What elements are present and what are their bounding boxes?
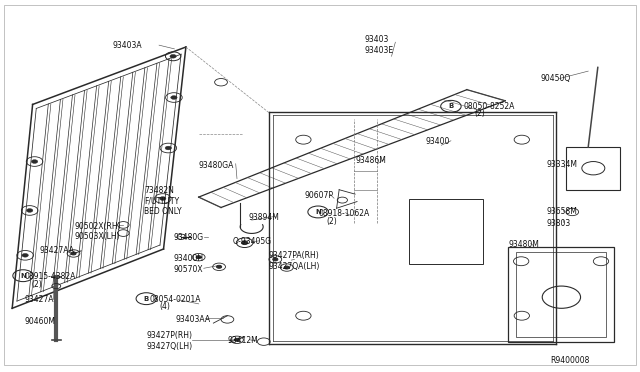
Circle shape [216,265,221,268]
Circle shape [71,252,76,255]
Text: 93403AA: 93403AA [175,315,210,324]
Text: 93403
93403E: 93403 93403E [365,35,394,55]
Text: 93427P(RH)
93427Q(LH): 93427P(RH) 93427Q(LH) [147,331,193,351]
Text: 90460M: 90460M [25,317,56,326]
Circle shape [196,256,201,259]
Text: 93480G: 93480G [173,233,204,243]
Text: 93427AA: 93427AA [39,246,74,255]
Text: (2): (2) [31,280,42,289]
Text: 90502X(RH): 90502X(RH) [74,222,121,231]
Circle shape [165,146,172,150]
Text: B: B [143,296,149,302]
Text: (2): (2) [326,217,337,226]
Text: 93480GA: 93480GA [198,161,234,170]
Text: 08054-0201A: 08054-0201A [150,295,201,304]
Text: 90607P: 90607P [305,191,333,200]
Bar [516,251,606,337]
Circle shape [171,96,177,99]
Text: 93480M: 93480M [508,240,540,249]
Bar [410,199,483,264]
Text: 90450Q: 90450Q [540,74,571,83]
Text: N: N [20,273,26,279]
Text: 93658M: 93658M [547,208,577,217]
Text: R9400008: R9400008 [550,356,589,365]
Circle shape [170,54,176,58]
Bar [566,147,620,190]
Text: 93427PA(RH)
93427QA(LH): 93427PA(RH) 93427QA(LH) [269,251,320,270]
Text: 93412M: 93412M [227,336,258,346]
Circle shape [159,197,166,201]
Text: 93894M: 93894M [248,213,279,222]
Text: 93400: 93400 [426,137,450,146]
Circle shape [234,338,239,341]
Bar [508,247,614,341]
Text: 93400H: 93400H [173,254,204,263]
Circle shape [284,266,289,269]
Circle shape [22,253,28,257]
Circle shape [26,209,33,212]
Text: 93403A: 93403A [113,41,142,50]
Circle shape [273,258,278,261]
Circle shape [31,160,38,163]
Circle shape [241,241,248,244]
Text: 73482N
F/UTILITY
BED ONLY: 73482N F/UTILITY BED ONLY [145,186,182,216]
Text: B: B [448,103,454,109]
Text: 08918-1062A: 08918-1062A [318,209,369,218]
Text: 90570X: 90570X [173,265,203,274]
Text: 93803: 93803 [547,219,571,228]
Text: 93427A: 93427A [25,295,54,304]
Text: 93486M: 93486M [355,155,386,164]
Text: N: N [315,209,321,215]
Text: O-93405G: O-93405G [232,237,271,246]
Text: (4): (4) [159,302,170,311]
Text: 08915-4382A: 08915-4382A [25,272,76,281]
Text: 93334M: 93334M [547,160,578,169]
Text: 90503X(LH): 90503X(LH) [74,231,120,241]
Text: (2): (2) [474,109,485,118]
Text: 08050-8252A: 08050-8252A [464,102,515,111]
